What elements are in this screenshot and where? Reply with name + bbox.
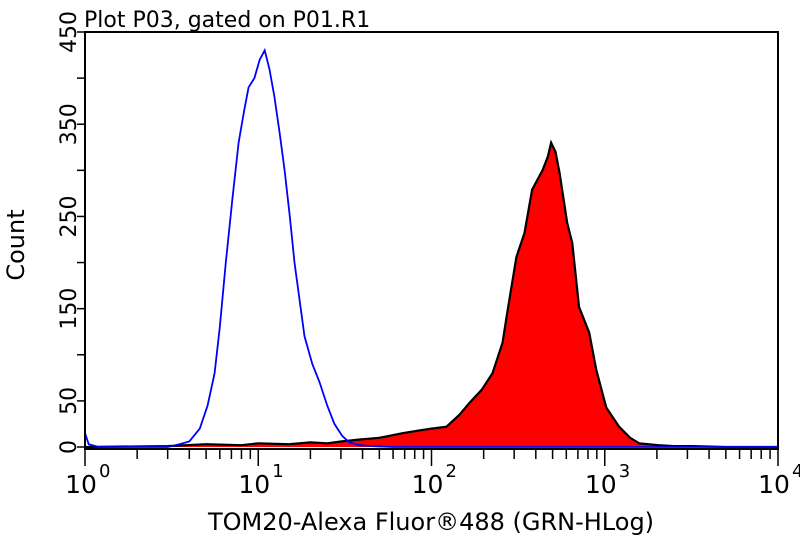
y-axis-label: Count [2, 209, 30, 280]
y-tick-label: 150 [57, 288, 82, 330]
x-tick-label-base: 10 [238, 470, 270, 499]
filled-histogram-outline [84, 139, 778, 449]
y-tick-label: 0 [57, 440, 82, 454]
series-layer [84, 47, 778, 449]
x-tick-label-base: 10 [758, 470, 790, 499]
y-tick-label: 450 [57, 11, 82, 53]
x-tick-label-base: 10 [412, 470, 444, 499]
x-tick-label-exponent: 0 [99, 461, 110, 482]
x-tick-label-exponent: 1 [272, 461, 283, 482]
y-tick-label: 250 [57, 195, 82, 237]
control-histogram-line [84, 47, 778, 448]
x-tick-label-exponent: 4 [792, 461, 800, 482]
chart-title: Plot P03, gated on P01.R1 [84, 8, 370, 33]
filled-histogram-area [85, 142, 778, 447]
x-tick-label-exponent: 2 [446, 461, 457, 482]
x-tick-label-exponent: 3 [619, 461, 630, 482]
x-axis-label: TOM20-Alexa Fluor®488 (GRN-HLog) [207, 508, 654, 536]
plot-frame [84, 31, 779, 450]
y-tick-label: 350 [57, 103, 82, 145]
x-tick-label-base: 10 [585, 470, 617, 499]
y-tick-label: 50 [57, 387, 82, 415]
x-tick-label-base: 10 [65, 470, 97, 499]
